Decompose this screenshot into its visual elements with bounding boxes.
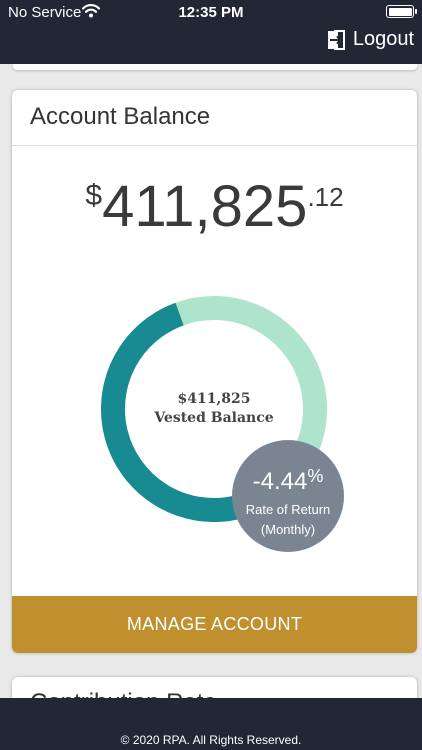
app-header: Logout [0,24,422,64]
logout-button[interactable]: Logout [327,28,414,51]
account-balance-card: Account Balance $411,825.12 $411,825 Ves… [12,90,417,653]
ror-label-line2: (Monthly) [260,522,316,537]
carrier-label: No Service [8,4,82,21]
footer: © 2020 RPA. All Rights Reserved. [0,698,422,750]
account-balance-value: $411,825.12 [12,178,417,236]
ror-label-line1: Rate of Return [245,502,331,517]
logout-icon [327,29,347,51]
rate-of-return-value: -4.44% [232,466,344,496]
donut-center-label: $411,825 Vested Balance [101,390,327,428]
battery-icon [386,5,417,18]
ror-number: -4.44 [252,468,308,495]
vested-amount: $411,825 [177,391,251,407]
manage-account-button[interactable]: MANAGE ACCOUNT [12,596,417,653]
balance-whole: 411,825 [102,174,308,239]
previous-card-edge [13,64,417,70]
card-title: Account Balance [30,103,211,130]
logout-label: Logout [352,28,414,50]
currency-symbol: $ [85,179,103,212]
divider [12,145,417,146]
vested-label: Vested Balance [154,410,274,426]
rate-of-return-label: Rate of Return (Monthly) [232,500,344,540]
balance-cents: .12 [307,182,344,212]
rate-of-return-bubble: -4.44% Rate of Return (Monthly) [232,440,344,552]
ror-percent-sign: % [307,466,324,486]
copyright-text: © 2020 RPA. All Rights Reserved. [120,733,302,747]
status-bar: No Service 12:35 PM [0,0,422,24]
wifi-icon [81,3,101,23]
clock: 12:35 PM [178,4,244,21]
